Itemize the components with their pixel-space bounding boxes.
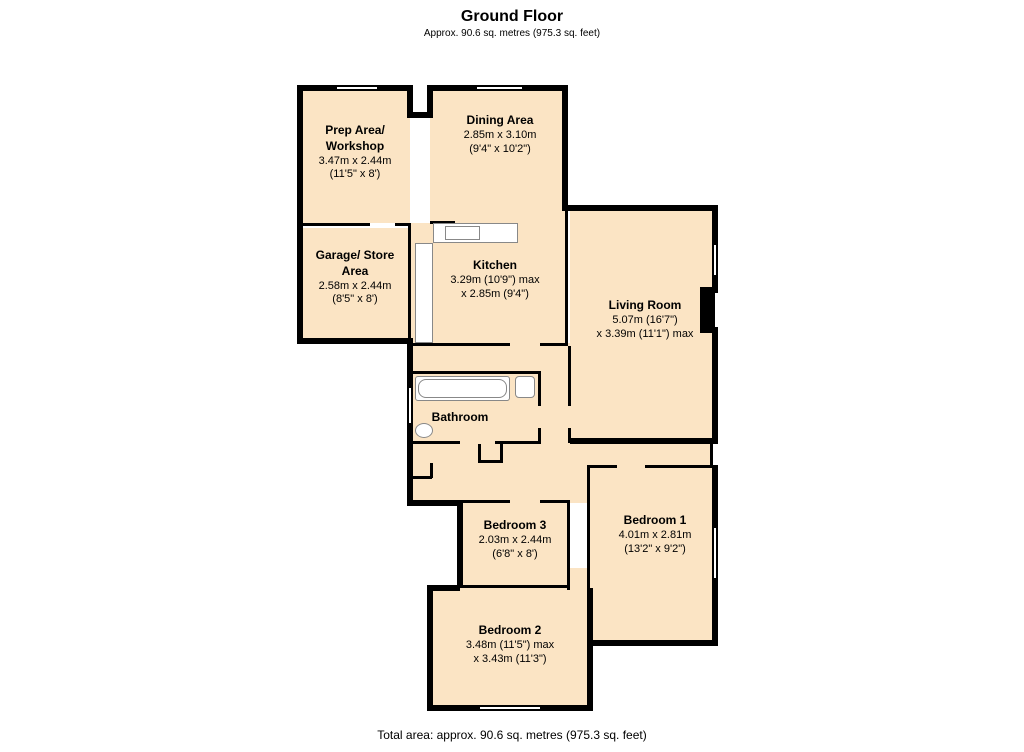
label-living: Living Room 5.07m (16'7") x 3.39m (11'1"… bbox=[585, 298, 705, 341]
page-subtitle: Approx. 90.6 sq. metres (975.3 sq. feet) bbox=[0, 28, 1024, 39]
label-kitchen: Kitchen 3.29m (10'9") max x 2.85m (9'4") bbox=[440, 258, 550, 301]
floor-plan: Prep Area/ Workshop 3.47m x 2.44m (11'5"… bbox=[300, 68, 730, 708]
label-bed2: Bedroom 2 3.48m (11'5") max x 3.43m (11'… bbox=[450, 623, 570, 666]
label-bathroom: Bathroom bbox=[420, 410, 500, 426]
label-bed1: Bedroom 1 4.01m x 2.81m (13'2" x 9'2") bbox=[600, 513, 710, 556]
label-bed3: Bedroom 3 2.03m x 2.44m (6'8" x 8') bbox=[465, 518, 565, 561]
page-title: Ground Floor bbox=[0, 8, 1024, 26]
label-prep: Prep Area/ Workshop 3.47m x 2.44m (11'5"… bbox=[310, 123, 400, 182]
page-footer: Total area: approx. 90.6 sq. metres (975… bbox=[0, 728, 1024, 742]
label-garage: Garage/ Store Area 2.58m x 2.44m (8'5" x… bbox=[310, 248, 400, 307]
room-hall-upper bbox=[410, 343, 570, 373]
label-dining: Dining Area 2.85m x 3.10m (9'4" x 10'2") bbox=[445, 113, 555, 156]
room-bed2-ext bbox=[460, 568, 590, 593]
fixture-kitchen-sink bbox=[445, 226, 480, 240]
fixture-toilet bbox=[515, 376, 535, 398]
